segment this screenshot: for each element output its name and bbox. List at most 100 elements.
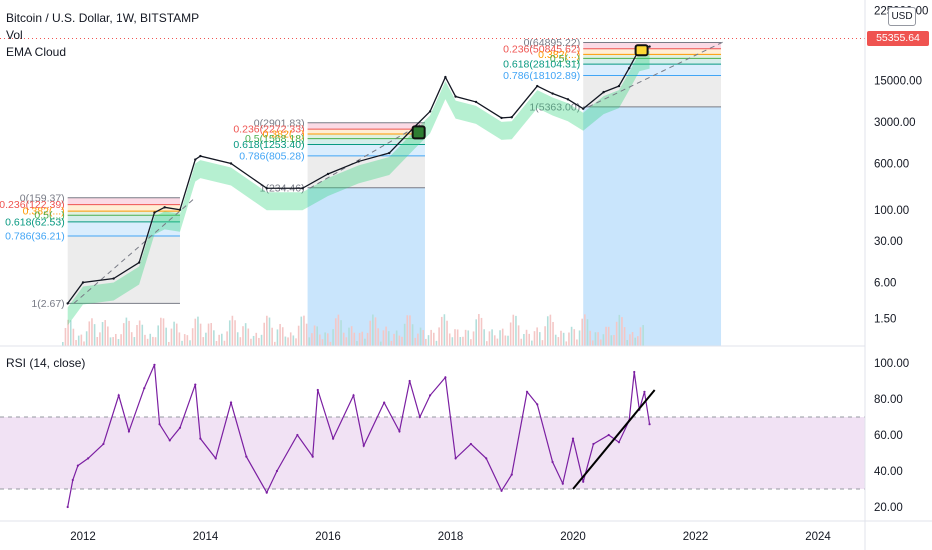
- volume-bar: [409, 315, 411, 346]
- volume-bar: [289, 332, 292, 346]
- price-point: [178, 208, 182, 211]
- volume-bar: [353, 332, 356, 346]
- marker-box: [634, 44, 649, 57]
- volume-bar: [440, 316, 443, 346]
- fib-level-label: 0.236(2272.33): [233, 124, 304, 136]
- price-point: [617, 84, 621, 88]
- volume-bar: [488, 331, 491, 346]
- volume-bar: [507, 335, 509, 346]
- volume-bar: [361, 331, 364, 346]
- volume-bar: [464, 329, 467, 346]
- rsi-point: [316, 388, 319, 392]
- volume-bar: [91, 318, 93, 346]
- price-point: [510, 116, 513, 119]
- volume-bar: [258, 337, 260, 346]
- volume-bar: [276, 329, 279, 346]
- price-point: [163, 206, 166, 209]
- volume-bar: [533, 331, 536, 346]
- rsi-point: [648, 423, 651, 426]
- rsi-tick-label: 40.00: [874, 466, 903, 478]
- volume-bar: [112, 337, 114, 346]
- volume-bar: [350, 326, 353, 346]
- volume-bar: [565, 341, 568, 346]
- rsi-tick-label: 100.00: [874, 358, 909, 370]
- volume-bar: [499, 330, 501, 346]
- volume-bar: [573, 329, 576, 346]
- volume-bar: [337, 314, 340, 346]
- volume-bar: [438, 327, 440, 346]
- volume-bar: [274, 341, 276, 346]
- rsi-point: [194, 383, 197, 386]
- volume-bar: [149, 333, 152, 346]
- volume-bar: [342, 332, 345, 346]
- volume-bar: [584, 314, 586, 346]
- volume-bar: [234, 320, 236, 346]
- rsi-legend[interactable]: RSI (14, close): [6, 356, 86, 370]
- volume-legend[interactable]: Vol: [6, 28, 23, 42]
- rsi-point: [444, 376, 447, 379]
- volume-bar: [207, 323, 210, 346]
- rsi-point: [71, 478, 74, 482]
- volume-bar: [210, 323, 212, 346]
- volume-bar: [99, 332, 101, 346]
- volume-bar: [478, 314, 480, 346]
- volume-bar: [634, 337, 636, 346]
- volume-bar: [165, 327, 167, 346]
- rsi-point: [245, 455, 248, 458]
- rsi-point: [76, 464, 79, 467]
- fib-zone-gray: [67, 236, 180, 304]
- fib-level-label: 0.618(1253.40): [233, 139, 304, 151]
- y-tick-label: 100.00: [874, 205, 909, 217]
- volume-bar: [639, 327, 642, 346]
- rsi-point: [469, 442, 473, 446]
- volume-bar: [549, 314, 552, 346]
- volume-bar: [154, 337, 157, 346]
- volume-bar: [385, 326, 387, 346]
- volume-bar: [422, 330, 424, 346]
- rsi-point: [633, 370, 636, 374]
- price-point: [582, 107, 585, 110]
- volume-bar: [501, 328, 504, 346]
- volume-bar: [125, 317, 128, 346]
- rsi-trendline: [572, 389, 656, 490]
- rsi-point: [332, 437, 335, 440]
- volume-bar: [576, 339, 578, 346]
- fib-level-label: 0.5(...): [550, 53, 580, 65]
- volume-bar: [93, 324, 96, 346]
- volume-bar: [305, 323, 308, 346]
- volume-bar: [327, 333, 329, 346]
- rsi-point: [352, 394, 355, 397]
- volume-bar: [279, 323, 281, 346]
- volume-bar: [557, 337, 560, 346]
- volume-bar: [85, 331, 88, 346]
- volume-bar: [281, 327, 284, 346]
- currency-button[interactable]: USD: [888, 7, 916, 26]
- fib-zone-band: [583, 58, 722, 65]
- volume-bar: [570, 326, 573, 346]
- dashed-trendline: [309, 124, 421, 189]
- volume-bar: [493, 335, 496, 346]
- rsi-band: [0, 417, 865, 489]
- volume-bar: [268, 317, 271, 346]
- volume-bar: [528, 333, 530, 346]
- rsi-point: [485, 457, 488, 460]
- volume-bar: [340, 320, 342, 346]
- volume-bar: [456, 329, 459, 346]
- fib-level-label: 0(2901.83): [254, 117, 305, 129]
- price-point: [474, 100, 478, 104]
- rsi-point: [362, 444, 365, 447]
- volume-bar: [541, 340, 544, 346]
- rsi-point: [408, 379, 411, 383]
- volume-bar: [75, 340, 77, 346]
- volume-bar: [520, 338, 523, 346]
- volume-bar: [446, 320, 448, 346]
- volume-bar: [364, 338, 366, 346]
- volume-bar: [448, 333, 451, 346]
- volume-bar: [101, 322, 104, 346]
- ema-cloud-legend[interactable]: EMA Cloud: [6, 45, 67, 59]
- rsi-point: [500, 489, 503, 492]
- volume-bar: [401, 336, 403, 346]
- volume-bar: [356, 341, 358, 346]
- fib-level-label: 0.382(...): [23, 206, 65, 218]
